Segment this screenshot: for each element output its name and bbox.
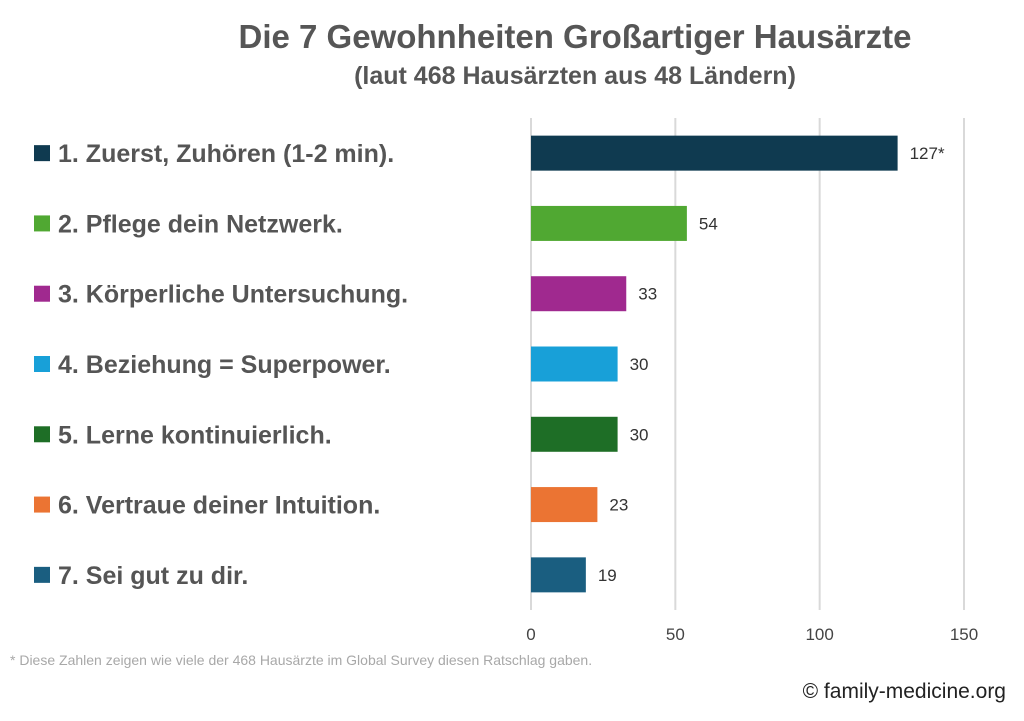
data-label: 19 [598,566,617,585]
legend-swatch [34,285,50,302]
footnote: * Diese Zahlen zeigen wie viele der 468 … [10,652,593,668]
data-label: 127* [910,144,945,163]
data-label: 30 [630,425,649,444]
category-label: 6. Vertraue deiner Intuition. [58,492,380,520]
bar [531,135,898,171]
x-tick-label: 0 [526,625,535,644]
x-tick-label: 150 [950,625,978,644]
data-label: 33 [638,285,657,304]
category-label: 2. Pflege dein Netzwerk. [58,210,343,238]
legend-swatch [34,356,50,372]
category-label: 4. Beziehung = Superpower. [58,351,391,379]
legend-swatch [34,215,50,232]
bar [531,276,627,312]
bar [531,416,618,452]
data-label: 30 [630,355,649,374]
bar [531,487,598,523]
data-label: 23 [609,496,628,515]
data-label: 54 [699,214,718,233]
legend-swatch [34,496,50,513]
legend-swatch [34,145,50,162]
bar [531,346,618,382]
category-label: 3. Körperliche Untersuchung. [58,281,408,309]
x-tick-label: 50 [666,625,685,644]
legend-swatch [34,566,50,583]
chart-title: Die 7 Gewohnheiten Großartiger Hausärzte [238,18,912,55]
legend-swatch [34,426,50,443]
bar [531,557,586,593]
bar [531,205,687,241]
category-label: 5. Lerne kontinuierlich. [58,421,332,449]
copyright: © family-medicine.org [802,680,1006,703]
category-label: 1. Zuerst, Zuhören (1-2 min). [58,140,394,168]
x-tick-label: 100 [805,625,833,644]
category-label: 7. Sei gut zu dir. [58,562,248,590]
chart-subtitle: (laut 468 Hausärzten aus 48 Ländern) [354,62,796,90]
